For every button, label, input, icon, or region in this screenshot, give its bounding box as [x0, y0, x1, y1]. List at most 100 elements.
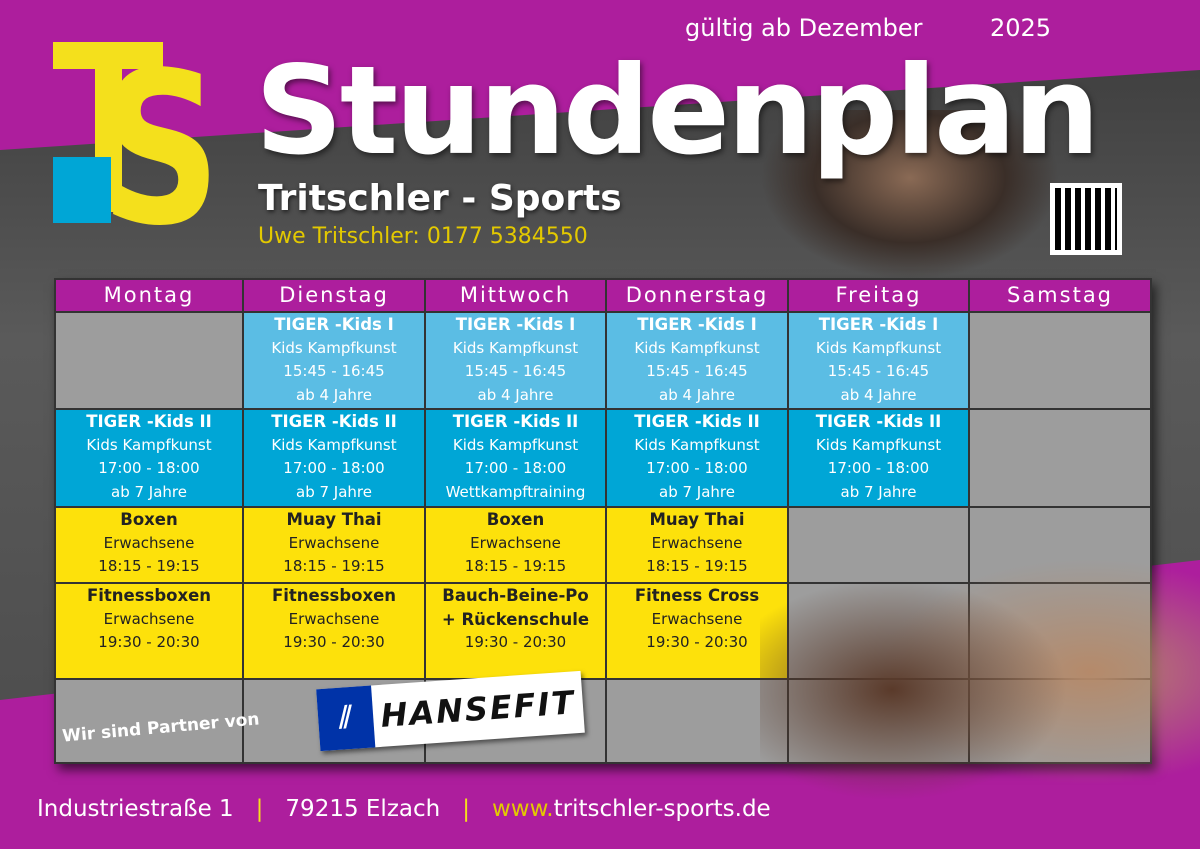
- class-detail: Erwachsene: [288, 609, 380, 628]
- class-detail: 15:45 - 16:45: [827, 362, 930, 380]
- day-header: Donnerstag: [605, 278, 789, 313]
- class-detail: Erwachsene: [651, 609, 743, 628]
- class-cell: Bauch-Beine-Po + Rückenschule 19:30 - 20:3…: [424, 582, 607, 680]
- qr-code[interactable]: [1050, 183, 1122, 255]
- website-link[interactable]: www.tritschler-sports.de: [491, 796, 771, 822]
- class-name: Bauch-Beine-Po: [442, 586, 589, 605]
- separator: |: [462, 796, 470, 822]
- class-cell: TIGER -Kids I Kids Kampfkunst 15:45 - 16:4…: [605, 311, 789, 410]
- class-detail: 18:15 - 19:15: [98, 557, 200, 575]
- class-cell: Muay Thai Erwachsene 18:15 - 19:15: [605, 506, 789, 584]
- class-detail: Kids Kampfkunst: [634, 435, 760, 454]
- day-header: Mittwoch: [424, 278, 607, 313]
- class-name: TIGER -Kids I: [637, 315, 757, 334]
- class-detail: Kids Kampfkunst: [271, 435, 397, 454]
- class-detail: 15:45 - 16:45: [646, 362, 748, 380]
- class-name: TIGER -Kids I: [274, 315, 394, 334]
- empty-cell: [968, 311, 1152, 410]
- class-name: Fitnessboxen: [86, 586, 212, 605]
- class-cell: TIGER -Kids II Kids Kampfkunst 17:00 - 18:…: [54, 408, 244, 508]
- class-name: TIGER -Kids I: [455, 315, 576, 334]
- class-detail: 18:15 - 19:15: [283, 557, 385, 575]
- class-detail: 17:00 - 18:00: [283, 459, 385, 477]
- class-detail: 17:00 - 18:00: [646, 459, 748, 477]
- city: 79215 Elzach: [285, 796, 441, 822]
- class-cell: TIGER -Kids I Kids Kampfkunst 15:45 - 16:4…: [787, 311, 970, 410]
- class-name: Boxen: [486, 510, 545, 529]
- class-cell: Boxen Erwachsene 18:15 - 19:15: [54, 506, 244, 584]
- year: 2025: [990, 14, 1052, 42]
- class-name: TIGER -Kids II: [86, 412, 212, 431]
- empty-cell: [54, 311, 244, 410]
- address: Industriestraße 1: [37, 796, 234, 822]
- class-name: Fitnessboxen: [271, 586, 397, 605]
- class-detail: ab 4 Jahre: [840, 385, 917, 404]
- class-cell: Fitness Cross Erwachsene 19:30 - 20:30: [605, 582, 789, 680]
- class-detail: Erwachsene: [470, 533, 561, 552]
- class-detail: Kids Kampfkunst: [452, 435, 579, 454]
- class-cell: Fitnessboxen Erwachsene 19:30 - 20:30: [242, 582, 426, 680]
- class-name: Boxen: [120, 510, 178, 529]
- class-detail: 15:45 - 16:45: [464, 362, 567, 380]
- class-detail: Kids Kampfkunst: [815, 435, 942, 454]
- class-detail: 17:00 - 18:00: [827, 459, 930, 477]
- class-detail: 18:15 - 19:15: [646, 557, 748, 575]
- empty-cell: [968, 408, 1152, 508]
- day-header: Dienstag: [242, 278, 426, 313]
- empty-cell: [54, 678, 244, 764]
- class-cell: Fitnessboxen Erwachsene 19:30 - 20:30: [54, 582, 244, 680]
- class-detail: ab 7 Jahre: [659, 482, 735, 501]
- class-detail: ab 4 Jahre: [296, 385, 372, 404]
- class-detail: ab 4 Jahre: [477, 385, 554, 404]
- class-cell: TIGER -Kids II Kids Kampfkunst 17:00 - 18:…: [424, 408, 607, 508]
- class-cell: TIGER -Kids II Kids Kampfkunst 17:00 - 18:…: [242, 408, 426, 508]
- class-name: TIGER -Kids II: [634, 412, 760, 431]
- separator: |: [255, 796, 264, 822]
- class-detail: Kids Kampfkunst: [634, 338, 760, 357]
- class-cell: Boxen Erwachsene 18:15 - 19:15: [424, 506, 607, 584]
- class-name: TIGER -Kids II: [815, 412, 942, 431]
- subtitle: Tritschler - Sports: [258, 178, 622, 219]
- class-name: TIGER -Kids I: [818, 315, 939, 334]
- class-name: Muay Thai: [649, 510, 745, 529]
- class-detail: Kids Kampfkunst: [86, 435, 212, 454]
- class-detail: Erwachsene: [651, 533, 743, 552]
- hansefit-mark-icon: ⫽: [316, 685, 376, 752]
- class-cell: TIGER -Kids I Kids Kampfkunst 15:45 - 16:4…: [424, 311, 607, 410]
- day-header: Samstag: [968, 278, 1152, 313]
- class-detail: 19:30 - 20:30: [98, 633, 200, 651]
- athlete-photo: [760, 110, 1060, 280]
- class-detail: Wettkampftraining: [445, 482, 586, 501]
- class-detail: 19:30 - 20:30: [283, 633, 385, 651]
- class-detail: ab 7 Jahre: [111, 482, 187, 501]
- footer: Industriestraße 1 | 79215 Elzach | www.trits…: [37, 796, 771, 822]
- class-detail: 17:00 - 18:00: [464, 459, 567, 477]
- class-detail: Erwachsene: [103, 609, 195, 628]
- class-detail: ab 7 Jahre: [296, 482, 372, 501]
- class-cell: Muay Thai Erwachsene 18:15 - 19:15: [242, 506, 426, 584]
- class-detail: 18:15 - 19:15: [464, 557, 567, 575]
- class-detail: Kids Kampfkunst: [815, 338, 942, 357]
- class-detail: Kids Kampfkunst: [452, 338, 579, 357]
- boxers-photo: [760, 495, 1200, 849]
- class-detail: 17:00 - 18:00: [98, 459, 200, 477]
- class-detail: 15:45 - 16:45: [283, 362, 385, 380]
- class-cell: TIGER -Kids II Kids Kampfkunst 17:00 - 18:…: [605, 408, 789, 508]
- class-detail: ab 4 Jahre: [659, 385, 735, 404]
- contact: Uwe Tritschler: 0177 5384550: [258, 224, 588, 249]
- class-name: TIGER -Kids II: [271, 412, 397, 431]
- day-header: Montag: [54, 278, 244, 313]
- class-detail: + Rückenschule: [441, 609, 590, 629]
- class-detail: 19:30 - 20:30: [646, 633, 748, 651]
- page-title: Stundenplan: [255, 40, 1100, 182]
- class-name: Muay Thai: [286, 510, 382, 529]
- class-cell: TIGER -Kids I Kids Kampfkunst 15:45 - 16:4…: [242, 311, 426, 410]
- class-name: TIGER -Kids II: [452, 412, 579, 431]
- class-detail: Erwachsene: [288, 533, 380, 552]
- class-detail: Erwachsene: [103, 533, 195, 552]
- day-header: Freitag: [787, 278, 970, 313]
- valid-from: gültig ab Dezember: [685, 14, 923, 42]
- class-cell: TIGER -Kids II Kids Kampfkunst 17:00 - 18:…: [787, 408, 970, 508]
- class-name: Fitness Cross: [634, 586, 760, 605]
- empty-cell: [605, 678, 789, 764]
